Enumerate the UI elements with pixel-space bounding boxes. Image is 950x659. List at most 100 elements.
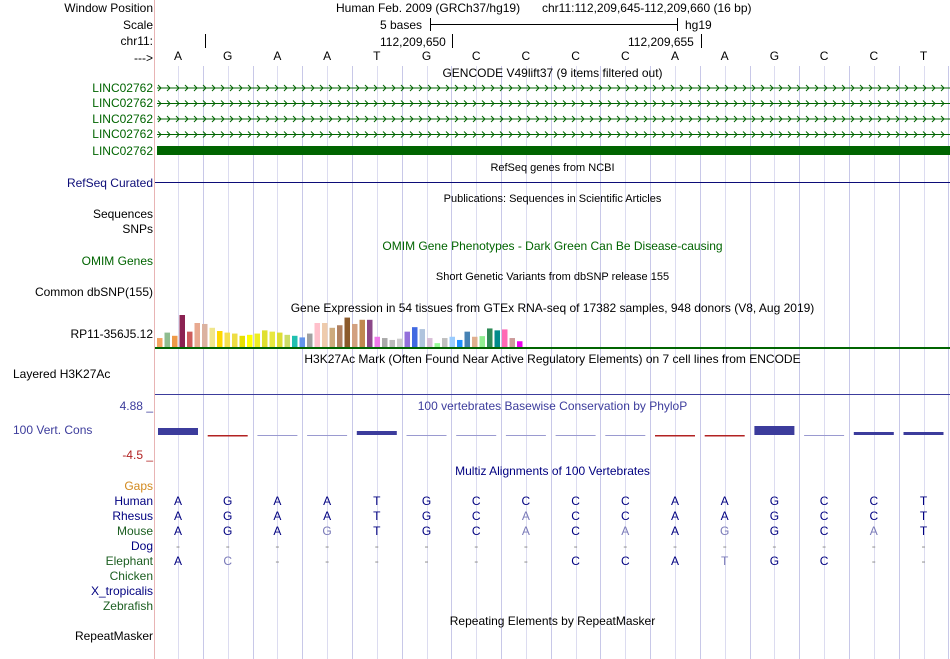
strand-arrow-icon (652, 100, 657, 107)
strand-arrow-icon (337, 131, 342, 138)
phylop-track-label[interactable]: 100 Vert. Cons (13, 423, 93, 437)
strand-arrow-icon (643, 115, 648, 123)
scale-text: 5 bases (380, 18, 423, 32)
strand-arrow-icon (328, 100, 333, 107)
alignment-base: T (919, 524, 928, 538)
strand-arrow-icon (796, 131, 801, 138)
strand-arrow-icon (706, 84, 711, 92)
strand-arrow-icon (904, 100, 909, 107)
gtex-tissue-bar (194, 323, 200, 347)
strand-arrow-icon (562, 84, 567, 92)
gtex-tissue-bar (179, 315, 185, 347)
reference-base: G (769, 49, 780, 63)
strand-arrow-icon (382, 131, 387, 138)
strand-arrow-icon (526, 131, 531, 138)
gtex-tissue-bar (427, 338, 433, 347)
strand-arrow-icon (886, 115, 891, 123)
h3k27ac-track-label[interactable]: Layered H3K27Ac (13, 367, 111, 381)
strand-arrow-icon (940, 115, 945, 123)
strand-arrow-icon (634, 131, 639, 138)
strand-arrow-icon (877, 115, 882, 123)
refseq-track-label[interactable]: RefSeq Curated (66, 176, 153, 190)
strand-arrow-icon (157, 84, 162, 92)
strand-arrow-icon (742, 84, 747, 92)
reference-base: A (273, 49, 282, 63)
reference-base: G (223, 49, 233, 63)
strand-arrow-icon (346, 84, 351, 92)
strand-arrow-icon (643, 131, 648, 138)
alignment-base: - (474, 554, 479, 568)
alignment-base: G (769, 524, 780, 538)
species-label-mouse: Mouse (116, 524, 153, 538)
gtex-tissue-bar (487, 328, 493, 347)
strand-arrow-icon (400, 115, 405, 123)
strand-arrow-icon (922, 84, 927, 92)
strand-arrow-icon (832, 84, 837, 92)
repeatmasker-track-label[interactable]: RepeatMasker (74, 629, 153, 643)
refseq-line[interactable] (155, 182, 950, 183)
strand-arrow-icon (688, 131, 693, 138)
omim-track-label[interactable]: OMIM Genes (81, 254, 153, 268)
strand-arrow-icon (301, 131, 306, 138)
strand-arrow-icon (238, 100, 243, 107)
strand-arrow-icon (544, 84, 549, 92)
strand-arrow-icon (382, 84, 387, 92)
strand-arrow-icon (472, 84, 477, 92)
strand-arrow-icon (814, 131, 819, 138)
alignment-base: A (173, 509, 182, 523)
reference-base: G (421, 49, 432, 63)
gencode-item-label[interactable]: LINC02762 (92, 96, 153, 110)
strand-arrow-icon (364, 100, 369, 107)
strand-arrow-icon (643, 100, 648, 107)
strand-arrow-icon (688, 84, 693, 92)
strand-arrow-icon (238, 131, 243, 138)
alignment-base: - (822, 539, 827, 553)
gtex-tissue-bar (307, 333, 313, 347)
gencode-item-label[interactable]: LINC02762 (92, 112, 153, 126)
strand-arrow-icon (535, 131, 540, 138)
snps-track-label[interactable]: SNPs (122, 222, 153, 236)
alignment-base: - (623, 539, 628, 553)
gtex-tissue-bar (472, 336, 478, 347)
strand-arrow-icon (751, 84, 756, 92)
strand-arrow-icon (391, 131, 396, 138)
alignment-base: - (176, 539, 180, 553)
gtex-expression-chart[interactable] (155, 315, 950, 347)
dbsnp-track-label[interactable]: Common dbSNP(155) (34, 285, 153, 299)
alignment-base: A (273, 494, 282, 508)
gtex-track-label[interactable]: RP11-356J5.12 (70, 327, 154, 341)
strand-arrow-icon (337, 84, 342, 92)
strand-arrow-icon (202, 100, 207, 107)
gtex-tissue-bar (397, 338, 403, 347)
strand-arrow-icon (229, 131, 234, 138)
strand-arrow-icon (904, 115, 909, 123)
strand-arrow-icon (256, 115, 261, 123)
strand-arrow-icon (787, 84, 792, 92)
strand-arrow-icon (814, 84, 819, 92)
strand-arrow-icon (805, 115, 810, 123)
gtex-tissue-bar (449, 336, 455, 347)
alignment-base: A (273, 509, 282, 523)
strand-arrow-icon (661, 131, 666, 138)
strand-arrow-icon (517, 100, 522, 107)
strand-arrow-icon (310, 84, 315, 92)
gencode-item-label[interactable]: LINC02762 (92, 144, 153, 158)
strand-arrow-icon (553, 84, 558, 92)
sequences-track-label[interactable]: Sequences (92, 207, 153, 221)
strand-arrow-icon (256, 131, 261, 138)
strand-arrow-icon (256, 100, 261, 107)
alignment-base: - (523, 539, 528, 553)
phylop-bar (456, 435, 497, 436)
phylop-min-label: -4.5 _ (122, 448, 153, 462)
strand-arrow-icon (382, 100, 387, 107)
gencode-track[interactable] (155, 80, 950, 160)
gtex-tissue-bar (442, 338, 448, 347)
strand-arrow-icon (679, 131, 684, 138)
gencode-item-label[interactable]: LINC02762 (92, 81, 153, 95)
strand-arrow-icon (769, 115, 774, 123)
browser-image-area[interactable]: Human Feb. 2009 (GRCh37/hg19) chr11:112,… (155, 0, 950, 659)
gencode-item-label[interactable]: LINC02762 (92, 127, 153, 141)
alignment-base: C (571, 494, 580, 508)
phylop-chart[interactable] (155, 422, 950, 452)
strand-arrow-icon (706, 115, 711, 123)
